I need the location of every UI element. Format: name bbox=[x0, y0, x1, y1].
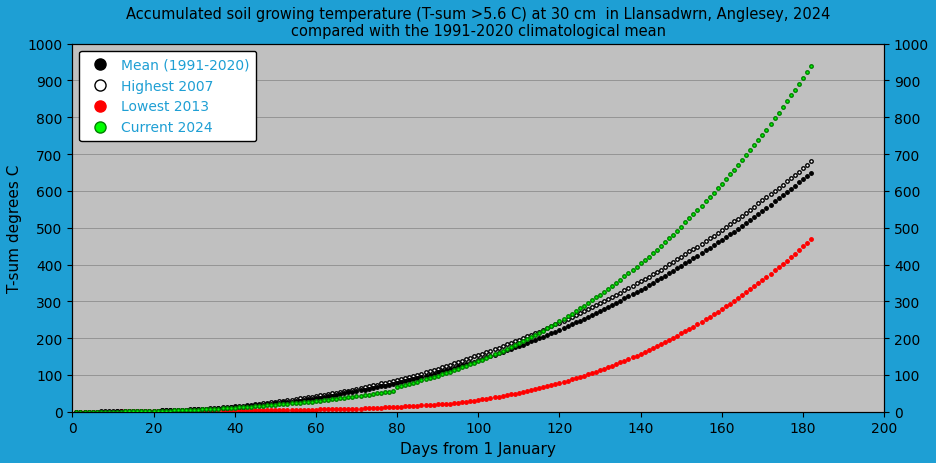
Title: Accumulated soil growing temperature (T-sum >5.6 C) at 30 cm  in Llansadwrn, Ang: Accumulated soil growing temperature (T-… bbox=[126, 7, 830, 39]
Y-axis label: T-sum degrees C: T-sum degrees C bbox=[7, 164, 22, 292]
X-axis label: Days from 1 January: Days from 1 January bbox=[401, 441, 556, 456]
Legend: Mean (1991-2020), Highest 2007, Lowest 2013, Current 2024: Mean (1991-2020), Highest 2007, Lowest 2… bbox=[80, 51, 256, 142]
